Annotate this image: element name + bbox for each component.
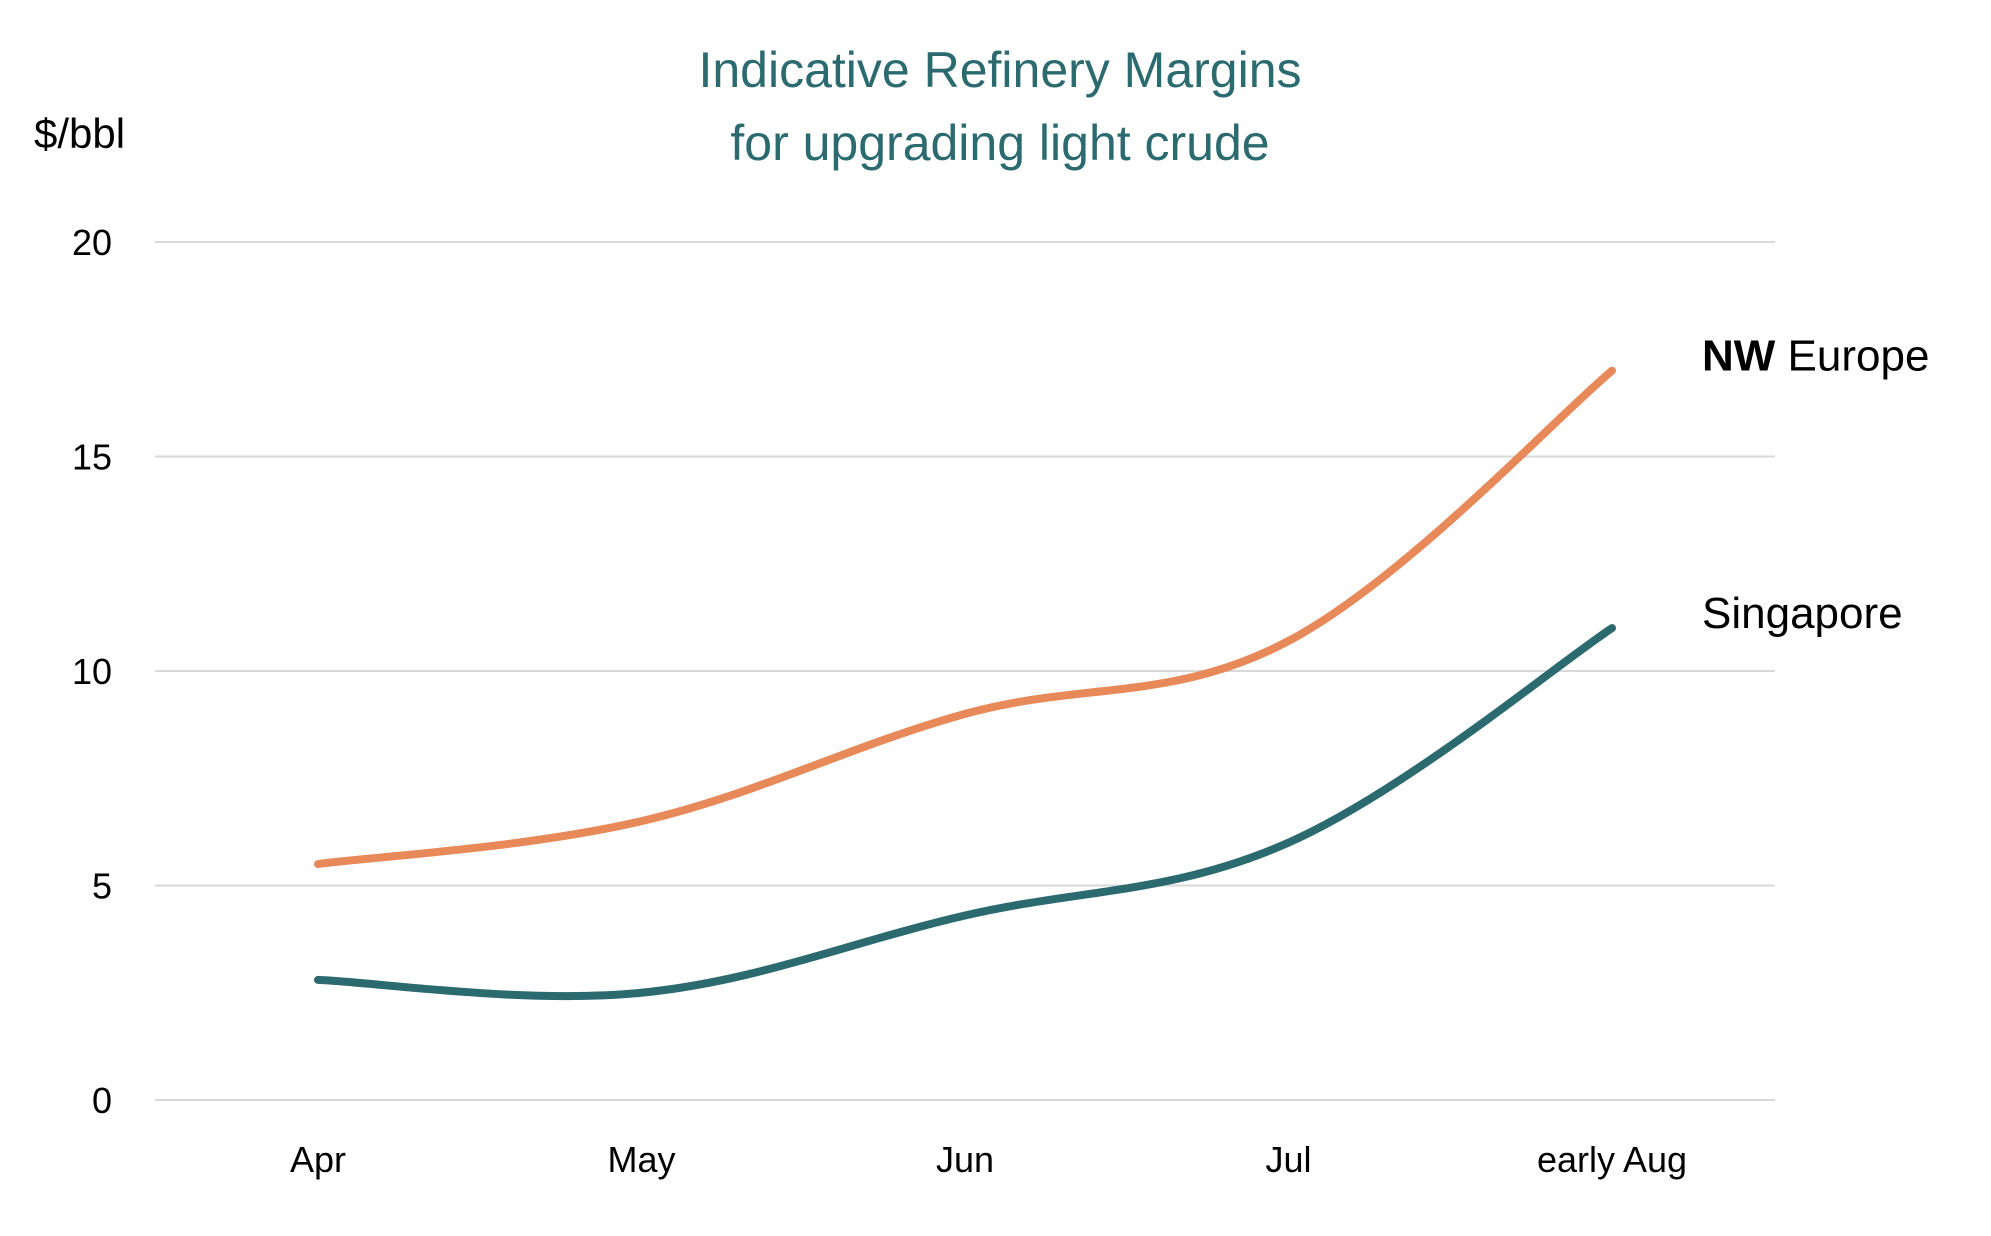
series-label-singapore: Singapore xyxy=(1702,589,1903,638)
x-tick-label: Jun xyxy=(936,1139,994,1180)
x-tick-label: Jul xyxy=(1265,1139,1311,1180)
series-line-nw-europe xyxy=(314,366,1616,869)
chart-title-line-1: Indicative Refinery Margins xyxy=(698,42,1301,98)
x-tick-label: early Aug xyxy=(1537,1139,1687,1180)
y-tick-label: 10 xyxy=(72,651,112,692)
y-tick-label: 0 xyxy=(92,1080,112,1121)
y-tick-labels: 0 5 10 15 20 xyxy=(72,222,112,1121)
y-tick-label: 5 xyxy=(92,866,112,907)
x-tick-label: May xyxy=(607,1139,675,1180)
grid-layer xyxy=(155,241,1775,1101)
series-layer xyxy=(314,366,1616,1001)
series-label-nw-europe: NW Europe xyxy=(1702,332,1929,381)
y-axis-unit-label: $/bbl xyxy=(34,110,125,157)
series-labels: NW Europe Singapore xyxy=(1702,332,1929,638)
x-tick-label: Apr xyxy=(290,1139,346,1180)
y-tick-label: 20 xyxy=(72,222,112,263)
y-tick-label: 15 xyxy=(72,437,112,478)
chart-title-line-2: for upgrading light crude xyxy=(730,115,1269,171)
series-line-singapore xyxy=(314,624,1616,1001)
x-tick-labels: Apr May Jun Jul early Aug xyxy=(290,1139,1687,1180)
